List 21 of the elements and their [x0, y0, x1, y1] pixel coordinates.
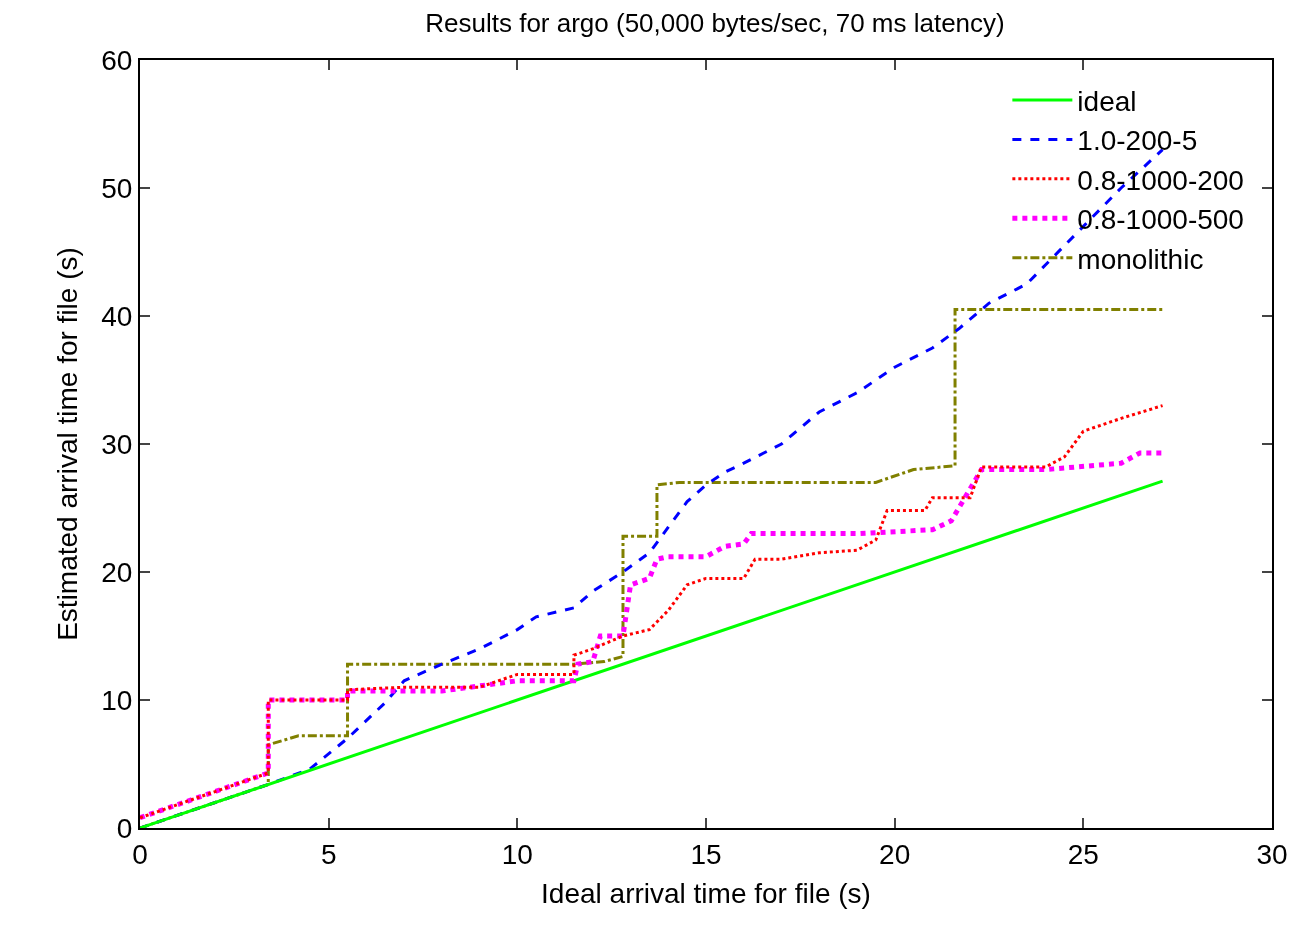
- x-tick-label: 20: [879, 838, 911, 870]
- legend-label: 0.8-1000-500: [1077, 204, 1244, 236]
- y-tick-label: 20: [101, 556, 133, 588]
- y-tick-label: 40: [101, 300, 133, 332]
- y-axis-title: Estimated arrival time for file (s): [52, 247, 84, 641]
- legend-label: monolithic: [1077, 243, 1204, 275]
- legend-label: 0.8-1000-200: [1077, 164, 1244, 196]
- y-tick-label: 60: [101, 44, 133, 76]
- x-tick-label: 5: [320, 838, 337, 870]
- x-tick-label: 10: [501, 838, 533, 870]
- y-tick-label: 30: [101, 428, 133, 460]
- y-tick-label: 0: [116, 812, 133, 844]
- x-tick-label: 25: [1067, 838, 1099, 870]
- x-tick-label: 30: [1256, 838, 1288, 870]
- chart-title: Results for argo (50,000 bytes/sec, 70 ms latency): [425, 8, 1005, 39]
- x-tick-label: 15: [690, 838, 722, 870]
- y-tick-label: 50: [101, 172, 133, 204]
- y-tick-label: 10: [101, 684, 133, 716]
- legend-label: ideal: [1077, 85, 1137, 117]
- legend-label: 1.0-200-5: [1077, 125, 1198, 157]
- x-axis-title: Ideal arrival time for file (s): [541, 878, 871, 910]
